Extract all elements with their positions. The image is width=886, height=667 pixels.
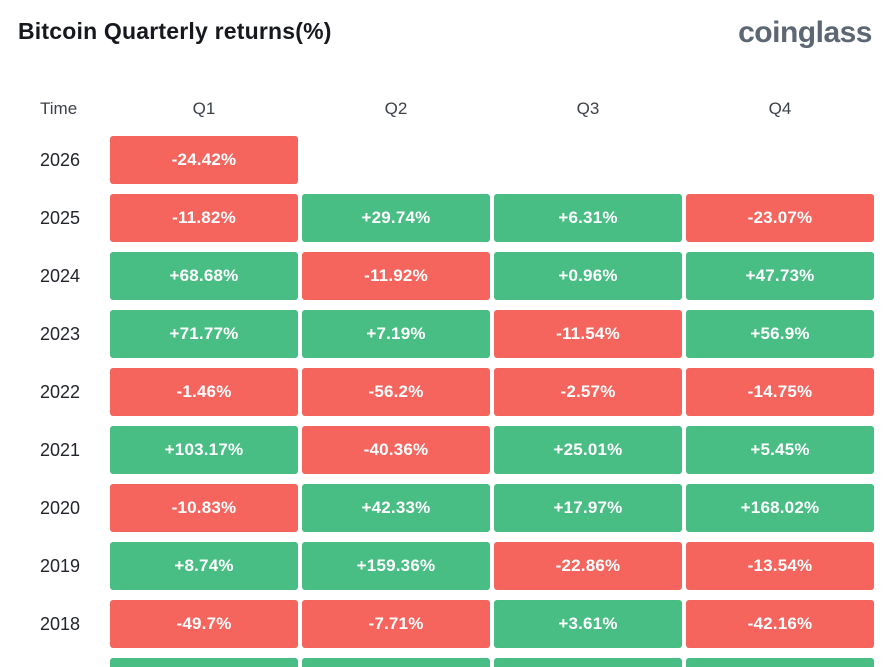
return-cell: -23.07%: [686, 194, 874, 242]
return-cell: +0.96%: [494, 252, 682, 300]
return-cell: +56.9%: [686, 310, 874, 358]
coinglass-logo[interactable]: coinglass: [738, 16, 872, 49]
table-row: 2023 +71.77% +7.19% -11.54% +56.9%: [0, 310, 886, 358]
year-label: 2019: [40, 555, 81, 576]
empty-cell: [686, 136, 874, 184]
return-cell: +168.02%: [686, 484, 874, 532]
return-cell: -22.86%: [494, 542, 682, 590]
return-cell: [110, 658, 298, 667]
column-header-q3: Q3: [576, 99, 600, 118]
table-row: 2021 +103.17% -40.36% +25.01% +5.45%: [0, 426, 886, 474]
return-cell: [302, 658, 490, 667]
return-cell: +159.36%: [302, 542, 490, 590]
table-header-row: Time Q1 Q2 Q3 Q4: [0, 90, 886, 128]
page-title: Bitcoin Quarterly returns(%): [18, 18, 332, 44]
return-cell: +7.19%: [302, 310, 490, 358]
return-cell: -11.82%: [110, 194, 298, 242]
return-cell: -10.83%: [110, 484, 298, 532]
return-cell: +8.74%: [110, 542, 298, 590]
column-header-q1: Q1: [192, 99, 216, 118]
return-cell: +103.17%: [110, 426, 298, 474]
year-label: 2021: [40, 439, 81, 460]
return-cell: -13.54%: [686, 542, 874, 590]
return-cell: -49.7%: [110, 600, 298, 648]
table-row-partial: [0, 658, 886, 667]
quarterly-returns-table: Time Q1 Q2 Q3 Q4 2026 -24.42% 2025 -11.82% +…: [0, 90, 886, 667]
year-label: 2020: [40, 497, 81, 518]
table-row: 2022 -1.46% -56.2% -2.57% -14.75%: [0, 368, 886, 416]
return-cell: -40.36%: [302, 426, 490, 474]
return-cell: +71.77%: [110, 310, 298, 358]
table-row: 2026 -24.42%: [0, 136, 886, 184]
year-label: 2023: [40, 323, 81, 344]
year-label: 2026: [40, 149, 81, 170]
table-row: 2024 +68.68% -11.92% +0.96% +47.73%: [0, 252, 886, 300]
table-row: 2025 -11.82% +29.74% +6.31% -23.07%: [0, 194, 886, 242]
return-cell: -42.16%: [686, 600, 874, 648]
return-cell: +42.33%: [302, 484, 490, 532]
return-cell: -2.57%: [494, 368, 682, 416]
return-cell: +6.31%: [494, 194, 682, 242]
return-cell: +3.61%: [494, 600, 682, 648]
return-cell: -7.71%: [302, 600, 490, 648]
return-cell: +68.68%: [110, 252, 298, 300]
return-cell: -11.92%: [302, 252, 490, 300]
column-header-q4: Q4: [768, 99, 792, 118]
table-row: 2018 -49.7% -7.71% +3.61% -42.16%: [0, 600, 886, 648]
return-cell: +5.45%: [686, 426, 874, 474]
return-cell: -24.42%: [110, 136, 298, 184]
year-label: 2024: [40, 265, 81, 286]
return-cell: +25.01%: [494, 426, 682, 474]
returns-grid-body: 2026 -24.42% 2025 -11.82% +29.74% +6.31% -23.0…: [0, 136, 886, 667]
year-label: 2022: [40, 381, 81, 402]
return-cell: [686, 658, 874, 667]
year-label: 2018: [40, 613, 81, 634]
return-cell: [494, 658, 682, 667]
page-header: Bitcoin Quarterly returns(%) coinglass: [0, 0, 886, 48]
table-row: 2020 -10.83% +42.33% +17.97% +168.02%: [0, 484, 886, 532]
return-cell: -56.2%: [302, 368, 490, 416]
return-cell: -1.46%: [110, 368, 298, 416]
return-cell: -14.75%: [686, 368, 874, 416]
return-cell: +17.97%: [494, 484, 682, 532]
return-cell: -11.54%: [494, 310, 682, 358]
empty-cell: [302, 136, 490, 184]
table-row: 2019 +8.74% +159.36% -22.86% -13.54%: [0, 542, 886, 590]
column-header-time: Time: [40, 99, 78, 118]
column-header-q2: Q2: [384, 99, 408, 118]
year-label: 2025: [40, 207, 81, 228]
empty-cell: [494, 136, 682, 184]
return-cell: +47.73%: [686, 252, 874, 300]
return-cell: +29.74%: [302, 194, 490, 242]
